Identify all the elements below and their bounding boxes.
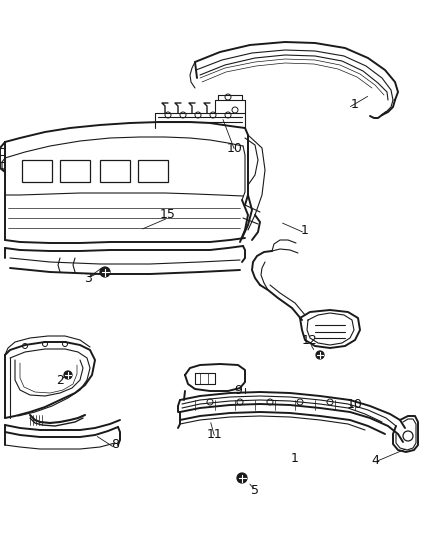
Text: 1: 1 <box>291 451 299 464</box>
Text: 15: 15 <box>160 208 176 222</box>
Text: 11: 11 <box>207 429 223 441</box>
Text: 3: 3 <box>84 271 92 285</box>
FancyBboxPatch shape <box>22 160 52 182</box>
Text: 10: 10 <box>347 399 363 411</box>
Text: 12: 12 <box>302 334 318 346</box>
Text: 1: 1 <box>351 99 359 111</box>
Text: 1: 1 <box>301 223 309 237</box>
Circle shape <box>64 371 72 379</box>
Text: 8: 8 <box>111 439 119 451</box>
Text: 2: 2 <box>56 374 64 386</box>
Text: 10: 10 <box>227 141 243 155</box>
Text: 9: 9 <box>234 384 242 397</box>
FancyBboxPatch shape <box>138 160 168 182</box>
FancyBboxPatch shape <box>60 160 90 182</box>
Circle shape <box>100 267 110 277</box>
Circle shape <box>237 473 247 483</box>
Text: 5: 5 <box>251 483 259 497</box>
Text: 4: 4 <box>371 454 379 466</box>
Circle shape <box>316 351 324 359</box>
FancyBboxPatch shape <box>100 160 130 182</box>
